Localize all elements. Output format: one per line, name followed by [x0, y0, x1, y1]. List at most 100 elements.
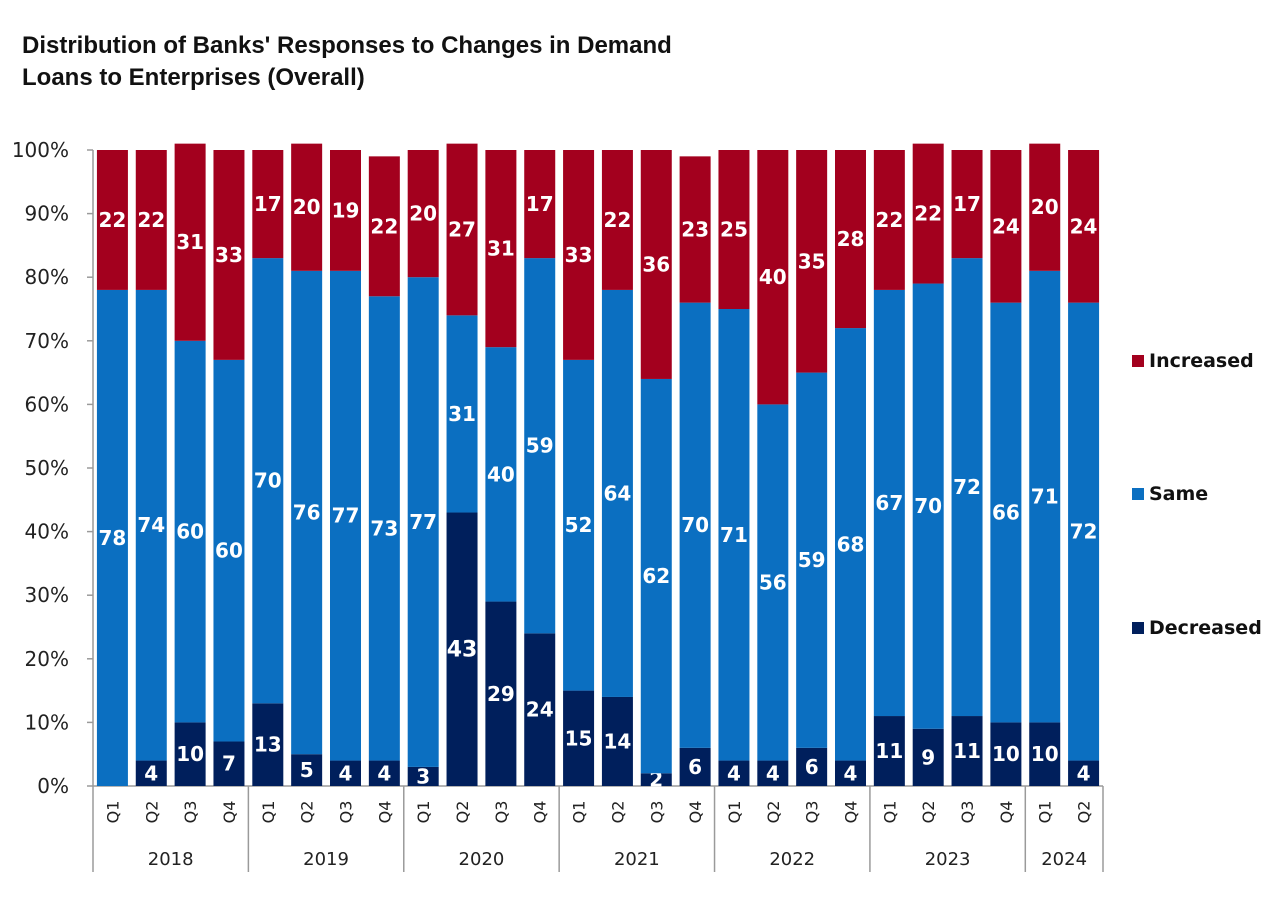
bar-decreased [679, 747, 711, 786]
x-tick-label-quarter: Q1 [259, 801, 278, 824]
chart-title-line-2: Loans to Enterprises (Overall) [22, 64, 365, 91]
data-label-decreased: 2 [649, 768, 663, 792]
x-tick-label-quarter: Q2 [1075, 801, 1094, 824]
bar-same [563, 359, 595, 691]
bar-increased [640, 150, 672, 379]
bar-increased [951, 150, 983, 259]
bar-same [291, 270, 323, 755]
data-label-same: 77 [332, 504, 360, 528]
bar-same [174, 340, 206, 723]
y-tick-label: 50% [25, 456, 69, 480]
bar-same [873, 289, 905, 717]
bar-increased [174, 143, 206, 341]
bar-decreased [213, 741, 245, 786]
x-tick-label-quarter: Q4 [375, 801, 394, 824]
bar-decreased [446, 512, 478, 786]
bar-decreased [524, 633, 556, 786]
bar-increased [679, 156, 711, 303]
data-label-increased: 31 [176, 230, 204, 254]
bar-same [330, 270, 361, 761]
data-label-increased: 28 [837, 227, 865, 251]
x-tick-label-quarter: Q4 [220, 801, 239, 824]
data-label-increased: 22 [370, 214, 398, 238]
legend-label-same: Same [1149, 483, 1208, 505]
x-group-label-year: 2020 [459, 849, 505, 870]
bar-decreased [368, 760, 400, 786]
data-label-decreased: 11 [875, 739, 903, 763]
data-label-increased: 24 [1070, 214, 1098, 238]
data-label-same: 64 [604, 481, 632, 505]
data-label-same: 71 [720, 523, 748, 547]
bar-same [446, 315, 478, 513]
data-label-same: 67 [875, 491, 903, 515]
bar-same [252, 258, 284, 704]
bar-decreased [990, 722, 1022, 786]
data-label-same: 60 [215, 539, 243, 563]
bar-decreased [330, 760, 361, 786]
legend-swatch-increased [1132, 355, 1144, 367]
bar-decreased [757, 760, 789, 786]
data-label-decreased: 11 [953, 739, 981, 763]
data-label-decreased: 4 [339, 761, 353, 785]
x-tick-label-quarter: Q1 [570, 801, 589, 824]
data-label-same: 52 [565, 513, 593, 537]
data-label-same: 72 [953, 475, 981, 499]
y-tick-label: 70% [25, 329, 69, 353]
data-label-decreased: 29 [487, 682, 515, 706]
bar-increased [1068, 150, 1100, 303]
data-label-increased: 31 [487, 237, 515, 261]
data-label-same: 60 [176, 520, 204, 544]
y-tick-label: 30% [25, 583, 69, 607]
x-tick-label-quarter: Q2 [919, 801, 938, 824]
x-tick-label-quarter: Q4 [842, 801, 861, 824]
data-label-increased: 33 [565, 243, 593, 267]
legend-swatch-same [1132, 488, 1144, 500]
data-label-same: 59 [798, 548, 826, 572]
bar-increased [912, 143, 944, 284]
x-group-label-year: 2019 [303, 849, 349, 870]
bar-increased [485, 150, 517, 348]
data-label-increased: 22 [137, 208, 165, 232]
bar-increased [1029, 143, 1061, 271]
bar-decreased [873, 716, 905, 786]
y-tick-label: 10% [25, 710, 69, 734]
x-group-label-year: 2024 [1041, 849, 1087, 870]
bar-increased [291, 143, 323, 271]
legend-label-increased: Increased [1149, 350, 1254, 372]
bar-decreased [1029, 722, 1061, 786]
data-label-same: 70 [681, 513, 709, 537]
data-label-increased: 36 [642, 252, 670, 276]
x-group-label-year: 2021 [614, 849, 660, 870]
bar-increased [368, 156, 400, 297]
bar-increased [96, 150, 128, 290]
data-label-same: 70 [914, 494, 942, 518]
data-label-increased: 35 [798, 249, 826, 273]
data-label-decreased: 5 [300, 758, 314, 782]
data-label-same: 71 [1031, 485, 1059, 509]
bar-same [1068, 302, 1100, 761]
data-label-increased: 25 [720, 218, 748, 242]
chart-title: Distribution of Banks' Responses to Chan… [22, 30, 672, 94]
bar-decreased [718, 760, 750, 786]
data-label-same: 66 [992, 501, 1020, 525]
bar-same [640, 378, 672, 774]
bar-increased [213, 150, 245, 360]
bar-increased [835, 150, 866, 329]
data-label-increased: 40 [759, 265, 787, 289]
data-label-decreased: 24 [526, 698, 554, 722]
bar-same [1029, 270, 1061, 723]
bar-decreased [252, 703, 284, 786]
bar-same [679, 302, 711, 748]
data-label-decreased: 9 [921, 745, 935, 769]
x-tick-label-quarter: Q2 [453, 801, 472, 824]
bar-increased [407, 150, 439, 278]
x-tick-label-quarter: Q3 [337, 801, 356, 824]
bar-same [912, 283, 944, 729]
x-group-label-year: 2018 [148, 849, 194, 870]
bar-increased [796, 150, 828, 373]
x-tick-label-quarter: Q1 [1036, 801, 1055, 824]
x-tick-label-quarter: Q2 [764, 801, 783, 824]
x-group-label-year: 2023 [925, 849, 971, 870]
data-label-decreased: 13 [254, 733, 282, 757]
data-label-same: 77 [409, 510, 437, 534]
